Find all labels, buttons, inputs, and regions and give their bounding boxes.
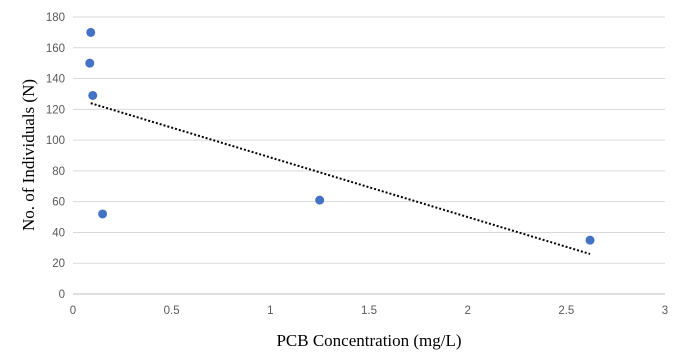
y-tick-label: 140	[46, 74, 65, 86]
data-points	[85, 27, 595, 245]
y-axis-title: No. of Individuals (N)	[19, 79, 38, 231]
y-tick-label: 120	[46, 104, 65, 116]
x-axis-ticks: 0 0.5 1 1.5 2 2.5 3	[70, 305, 668, 317]
x-tick-label: 2	[464, 305, 470, 317]
y-tick-label: 180	[46, 12, 65, 24]
data-point	[585, 235, 595, 245]
y-tick-label: 20	[52, 258, 65, 270]
x-tick-label: 1.5	[361, 305, 377, 317]
x-axis-title: PCB Concentration (mg/L)	[276, 331, 461, 350]
data-point	[86, 27, 96, 37]
x-tick-label: 2.5	[558, 305, 574, 317]
trendline-group	[90, 102, 591, 255]
y-tick-label: 40	[52, 227, 65, 239]
y-axis-ticks: 0 20 40 60 80 100 120 140 160 180	[46, 12, 65, 301]
y-tick-label: 160	[46, 43, 65, 55]
x-tick-label: 1	[267, 305, 273, 317]
y-tick-label: 0	[59, 289, 65, 301]
x-tick-label: 3	[662, 305, 668, 317]
data-point	[315, 195, 325, 205]
y-tick-label: 80	[52, 166, 65, 178]
y-tick-label: 100	[46, 135, 65, 147]
x-tick-label: 0	[70, 305, 76, 317]
data-point	[98, 209, 108, 219]
trendline	[90, 102, 591, 255]
gridlines	[73, 16, 665, 295]
data-point	[85, 58, 95, 68]
x-tick-label: 0.5	[164, 305, 180, 317]
y-tick-label: 60	[52, 197, 65, 209]
data-point	[88, 90, 98, 100]
